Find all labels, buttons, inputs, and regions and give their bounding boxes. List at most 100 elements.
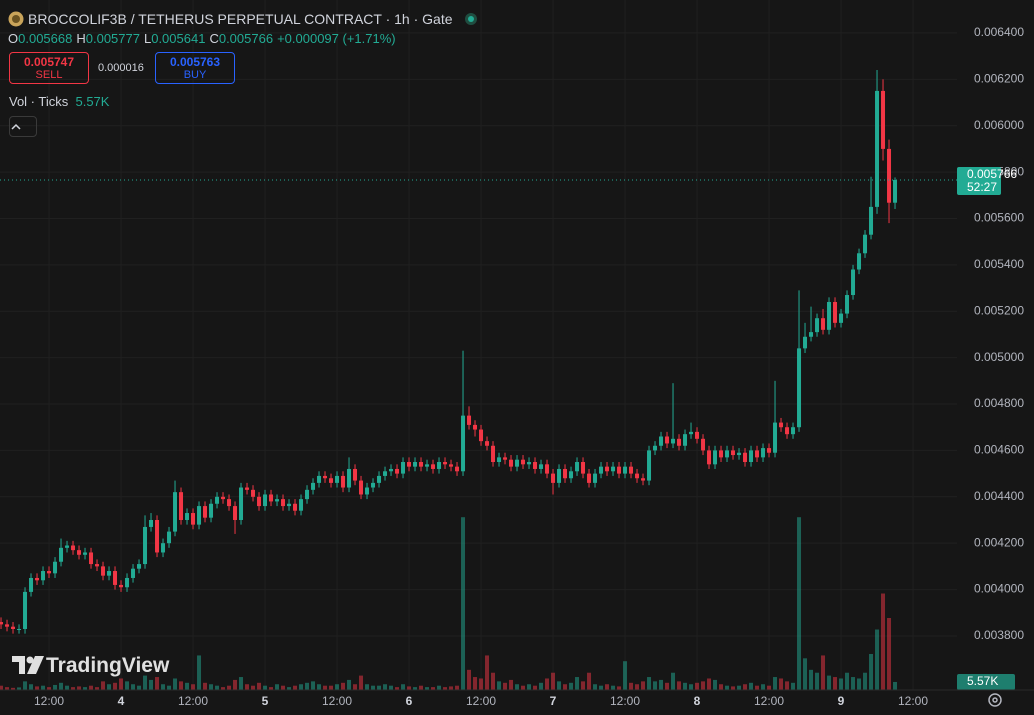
- candle-body: [545, 464, 550, 474]
- coin-icon: [8, 11, 24, 27]
- volume-bar: [863, 672, 868, 690]
- volume-bar: [827, 675, 832, 690]
- y-tick-label: 0.006200: [974, 71, 1024, 85]
- volume-bar: [275, 684, 280, 690]
- volume-bar: [65, 685, 70, 690]
- candle-body: [401, 462, 406, 474]
- volume-bar: [149, 679, 154, 690]
- volume-bar: [47, 687, 52, 690]
- candle-body: [437, 462, 442, 469]
- candle-body: [413, 462, 418, 467]
- candle-body: [653, 445, 658, 451]
- volume-bar: [161, 684, 166, 690]
- ohlc-legend: O0.005668 H0.005777 L0.005641 C0.005766 +0.0…: [8, 31, 396, 46]
- volume-bar: [257, 682, 262, 690]
- x-tick-label: 9: [838, 694, 845, 708]
- candle-body: [617, 466, 622, 474]
- candle-body: [893, 179, 898, 203]
- y-tick-label: 0.006400: [974, 25, 1024, 39]
- candle-body: [551, 473, 556, 483]
- volume-bar: [497, 681, 502, 690]
- candle-body: [77, 550, 82, 555]
- volume-bar: [125, 681, 130, 690]
- candle-body: [71, 545, 76, 551]
- volume-bar: [509, 679, 514, 690]
- candle-body: [593, 473, 598, 483]
- volume-bar: [383, 684, 388, 690]
- ohlc-value: 0.005766: [218, 31, 274, 46]
- volume-bar: [107, 684, 112, 690]
- volume-bar: [563, 684, 568, 690]
- volume-bar: [839, 678, 844, 690]
- candle-body: [827, 301, 832, 330]
- volume-bar: [437, 685, 442, 690]
- candle-body: [431, 464, 436, 469]
- volume-bar: [665, 682, 670, 690]
- ohlc-value: 0.005668: [18, 31, 73, 46]
- candle-body: [203, 506, 208, 518]
- candle-body: [323, 475, 328, 479]
- volume-bar: [281, 685, 286, 690]
- volume-bar: [707, 678, 712, 690]
- volume-bar: [209, 684, 214, 690]
- volume-bar: [371, 685, 376, 690]
- candle-body: [125, 577, 130, 588]
- candle-body: [137, 564, 142, 569]
- volume-bar: [239, 677, 244, 690]
- volume-bar: [443, 687, 448, 690]
- x-tick-label: 12:00: [610, 694, 640, 708]
- volume-bar: [785, 681, 790, 690]
- volume-bar: [587, 672, 592, 690]
- volume-bar: [263, 685, 268, 690]
- volume-bar: [767, 685, 772, 690]
- y-tick-label: 0.006000: [974, 118, 1024, 132]
- ohlc-value: 0.005777: [85, 31, 140, 46]
- volume-bar: [11, 687, 16, 690]
- candle-body: [263, 494, 268, 507]
- volume-bar: [893, 681, 898, 690]
- gear-icon: [988, 693, 1002, 707]
- volume-bar: [491, 672, 496, 690]
- candle-body: [659, 436, 664, 446]
- y-tick-label: 0.005600: [974, 211, 1024, 225]
- candle-body: [293, 503, 298, 511]
- volume-bar: [821, 655, 826, 690]
- volume-bar: [395, 687, 400, 690]
- volume-bar: [659, 679, 664, 690]
- candle-body: [857, 253, 862, 270]
- candle-body: [575, 462, 580, 472]
- volume-bar: [0, 685, 4, 690]
- volume-indicator: Vol · Ticks 5.57K: [9, 94, 109, 109]
- volume-bar: [677, 681, 682, 690]
- volume-bar: [611, 685, 616, 690]
- volume-bar: [713, 679, 718, 690]
- volume-bar: [329, 685, 334, 690]
- candle-body: [509, 459, 514, 467]
- candle-body: [521, 459, 526, 465]
- candle-body: [371, 482, 376, 488]
- volume-bar: [749, 682, 754, 690]
- collapse-button[interactable]: [9, 116, 37, 137]
- volume-bar: [833, 677, 838, 690]
- volume-bar: [215, 685, 220, 690]
- candle-body: [179, 492, 184, 520]
- candle-body: [149, 519, 154, 527]
- buy-button[interactable]: 0.005763 BUY: [155, 52, 235, 84]
- candle-body: [743, 452, 748, 463]
- sell-button[interactable]: 0.005747 SELL: [9, 52, 89, 84]
- volume-bar: [131, 684, 136, 690]
- volume-bar: [407, 686, 412, 690]
- candle-body: [875, 90, 880, 207]
- candle-body: [497, 457, 502, 463]
- candle-body: [515, 459, 520, 467]
- volume-tag: [957, 673, 1015, 690]
- y-tick-label: 0.005200: [974, 303, 1024, 317]
- volume-bar: [197, 655, 202, 690]
- candle-body: [539, 464, 544, 469]
- candle-body: [713, 450, 718, 465]
- buy-price: 0.005763: [169, 55, 221, 69]
- volume-bars: [0, 517, 898, 690]
- candle-body: [677, 438, 682, 446]
- volume-bar: [95, 687, 100, 690]
